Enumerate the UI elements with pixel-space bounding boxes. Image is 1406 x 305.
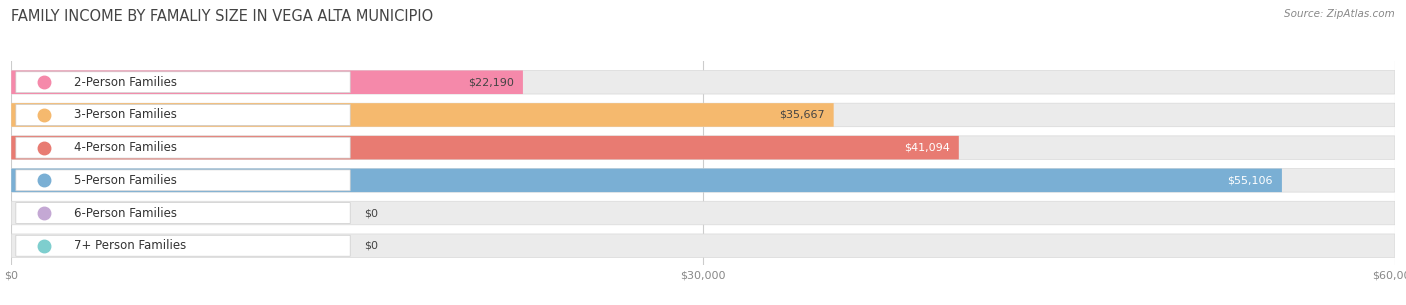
FancyBboxPatch shape <box>11 169 1395 192</box>
FancyBboxPatch shape <box>11 103 1395 127</box>
FancyBboxPatch shape <box>11 70 1395 94</box>
Text: 4-Person Families: 4-Person Families <box>73 141 177 154</box>
Text: Source: ZipAtlas.com: Source: ZipAtlas.com <box>1284 9 1395 19</box>
Text: 6-Person Families: 6-Person Families <box>73 206 177 220</box>
FancyBboxPatch shape <box>15 170 350 191</box>
Text: $0: $0 <box>364 208 378 218</box>
Text: $0: $0 <box>364 241 378 251</box>
FancyBboxPatch shape <box>11 136 959 160</box>
Text: 3-Person Families: 3-Person Families <box>73 109 176 121</box>
FancyBboxPatch shape <box>15 72 350 93</box>
FancyBboxPatch shape <box>11 234 1395 257</box>
FancyBboxPatch shape <box>11 201 1395 225</box>
Text: $22,190: $22,190 <box>468 77 513 87</box>
FancyBboxPatch shape <box>15 105 350 125</box>
FancyBboxPatch shape <box>11 136 1395 160</box>
FancyBboxPatch shape <box>15 137 350 158</box>
FancyBboxPatch shape <box>15 235 350 256</box>
FancyBboxPatch shape <box>15 203 350 224</box>
Text: 7+ Person Families: 7+ Person Families <box>73 239 186 252</box>
Text: $55,106: $55,106 <box>1227 175 1272 185</box>
FancyBboxPatch shape <box>11 169 1282 192</box>
Text: 5-Person Families: 5-Person Families <box>73 174 176 187</box>
FancyBboxPatch shape <box>11 103 834 127</box>
Text: $41,094: $41,094 <box>904 143 949 152</box>
Text: $35,667: $35,667 <box>779 110 824 120</box>
FancyBboxPatch shape <box>11 70 523 94</box>
Text: 2-Person Families: 2-Person Families <box>73 76 177 89</box>
Text: FAMILY INCOME BY FAMALIY SIZE IN VEGA ALTA MUNICIPIO: FAMILY INCOME BY FAMALIY SIZE IN VEGA AL… <box>11 9 433 24</box>
